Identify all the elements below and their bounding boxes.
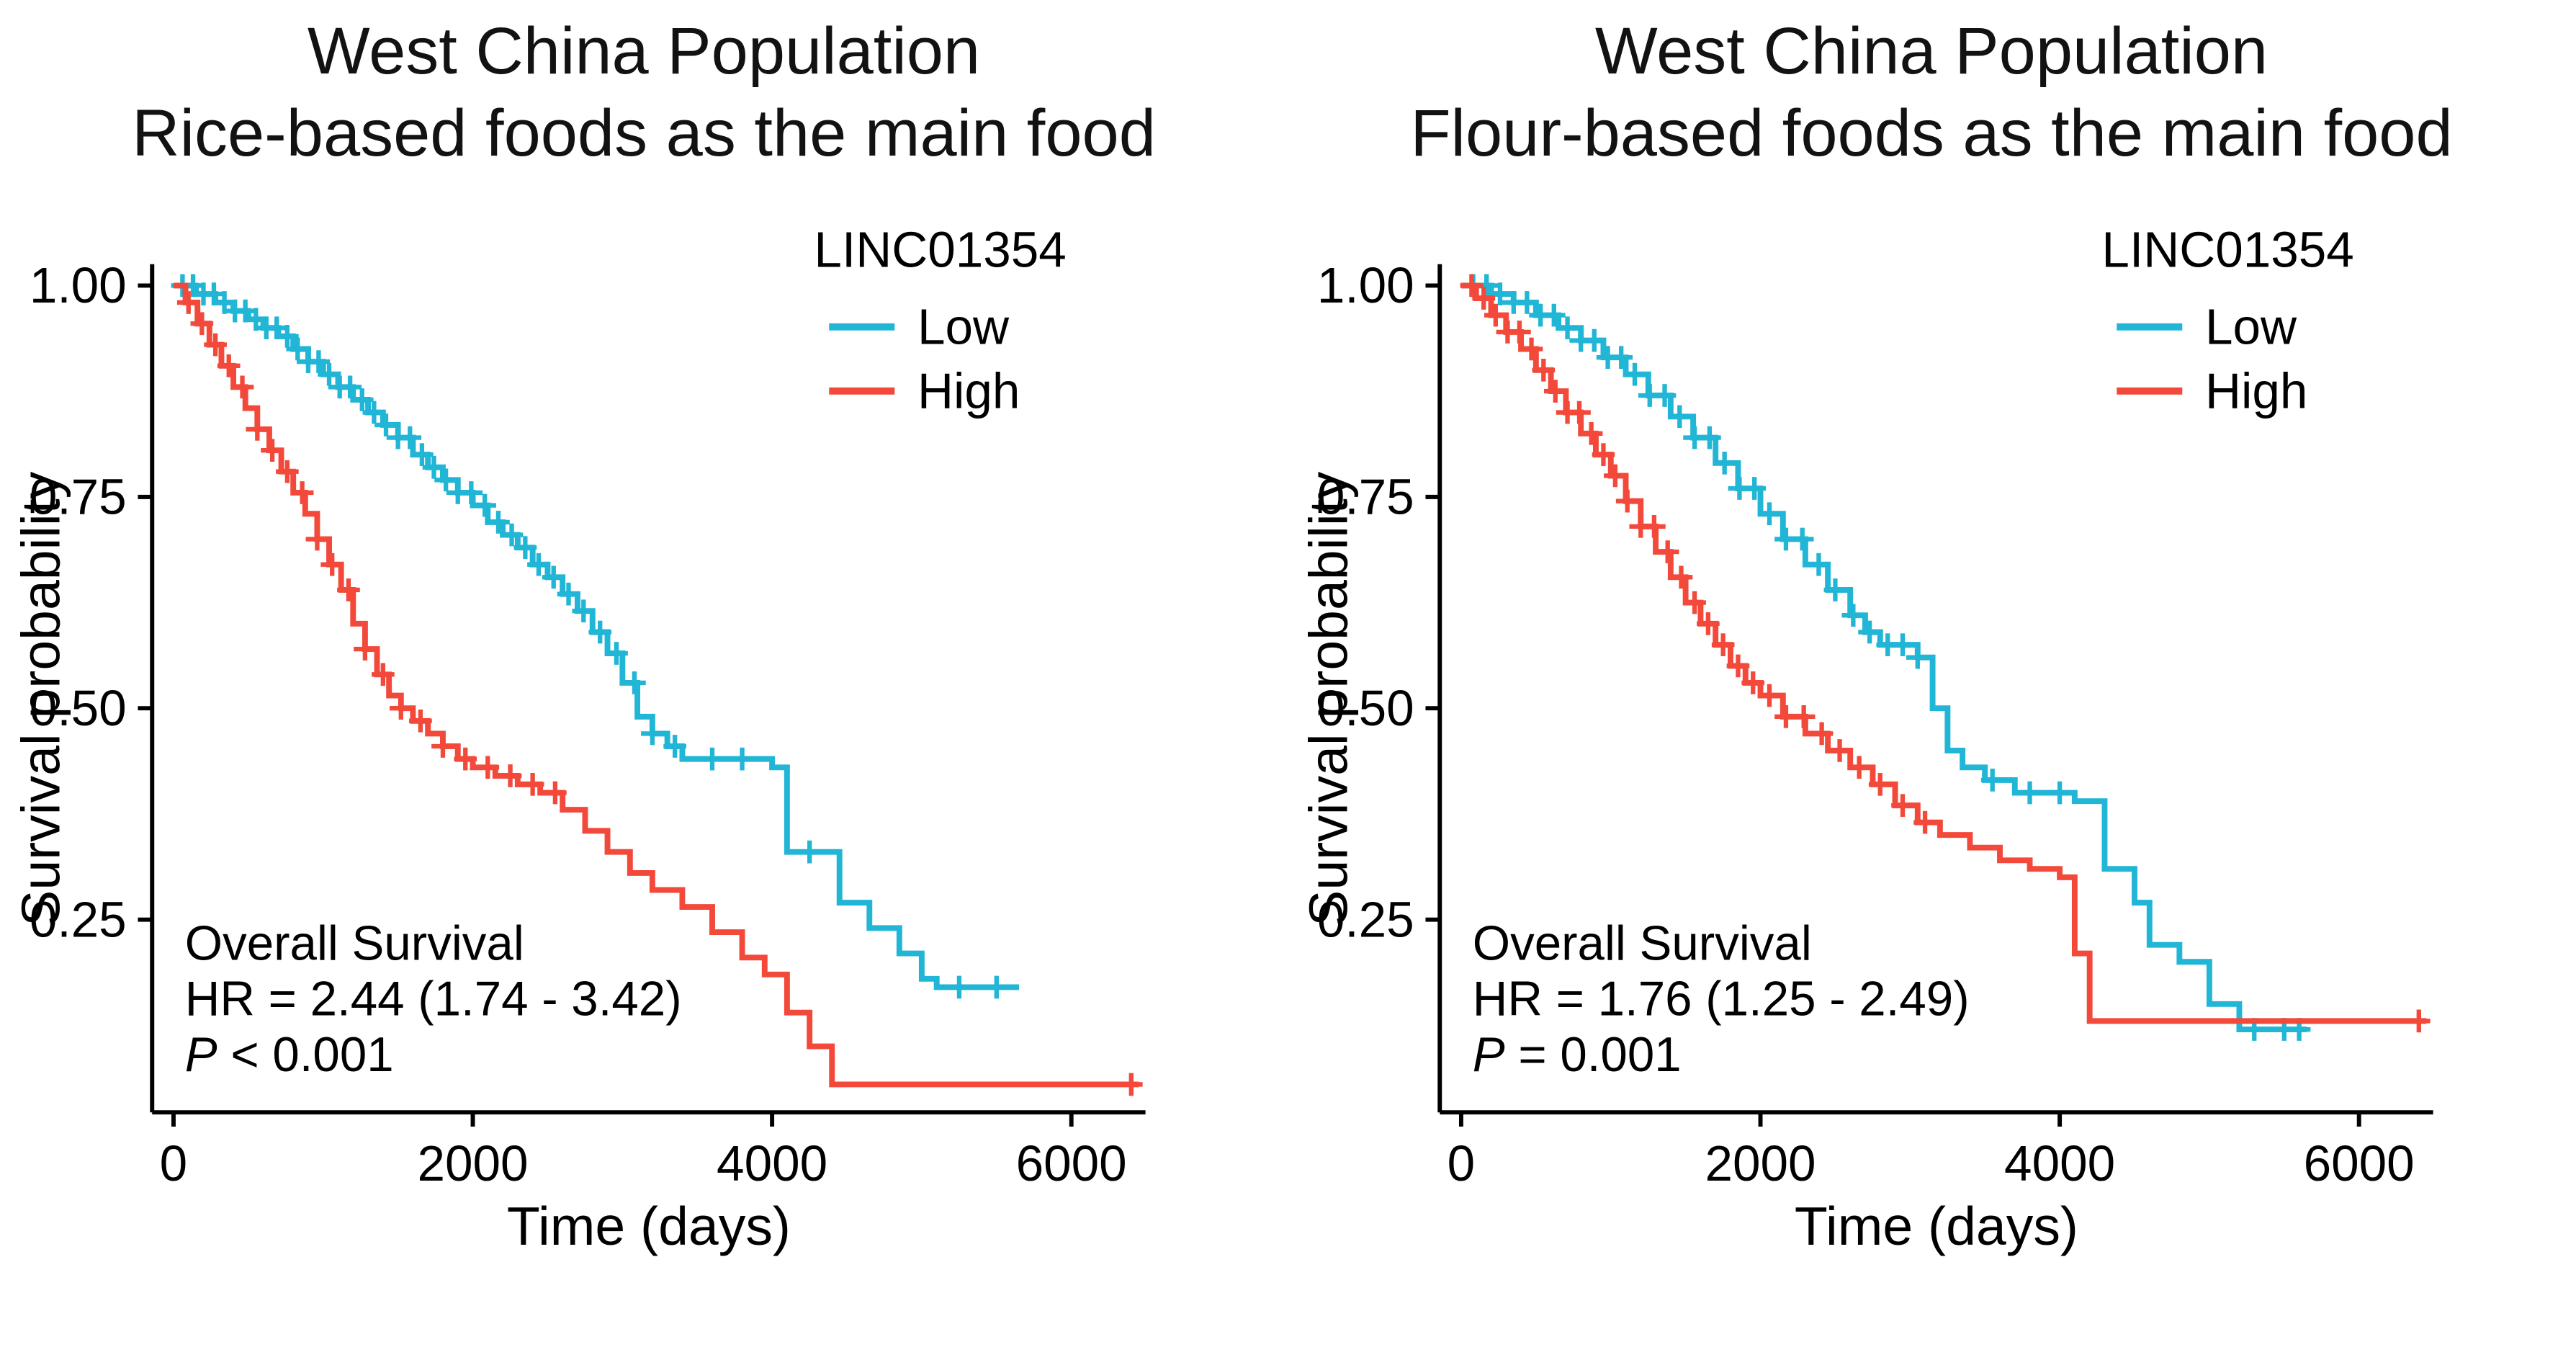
y-tick-label: 1.00 xyxy=(30,257,127,313)
x-tick-label: 6000 xyxy=(1016,1135,1127,1191)
x-tick-label: 6000 xyxy=(2304,1135,2415,1191)
survival-curve-high xyxy=(173,282,1139,1088)
panel-rice: West China Population Rice-based foods a… xyxy=(17,10,1156,1256)
panel-title-rice: West China Population Rice-based foods a… xyxy=(132,10,1156,174)
title-line-1: West China Population xyxy=(307,14,981,88)
y-tick-label: 0.50 xyxy=(30,680,127,736)
km-chart-flour: 1.00 0.75 0.50 0.25 0 2000 4000 6000 Time (days)… xyxy=(1304,222,2433,1256)
x-tick-label: 4000 xyxy=(717,1135,827,1191)
legend-title: LINC01354 xyxy=(814,222,1066,278)
x-tick-label: 0 xyxy=(160,1135,188,1191)
y-tick-label: 0.75 xyxy=(1317,469,1414,525)
x-tick-label: 2000 xyxy=(1705,1135,1816,1191)
legend-title: LINC01354 xyxy=(2101,222,2353,278)
y-tick-label: 1.00 xyxy=(1317,257,1414,313)
annotation-line-2: HR = 1.76 (1.25 - 2.49) xyxy=(1473,972,1970,1026)
y-tick-label: 0.50 xyxy=(1317,680,1414,736)
legend-label-high: High xyxy=(917,363,1020,419)
panel-title-flour: West China Population Flour-based foods … xyxy=(1410,10,2452,174)
annotation-line-1: Overall Survival xyxy=(1473,917,1812,971)
censor-marks-low xyxy=(171,274,1008,999)
legend-label-high: High xyxy=(2205,363,2307,419)
annotation-p-value: P < 0.001 xyxy=(185,1028,394,1082)
x-axis-title: Time (days) xyxy=(507,1196,791,1256)
y-tick-label: 0.25 xyxy=(30,892,127,948)
y-tick-label: 0.25 xyxy=(1317,892,1414,948)
y-tick-label: 0.75 xyxy=(30,469,127,525)
title-line-2: Flour-based foods as the main food xyxy=(1410,97,2453,171)
x-tick-label: 0 xyxy=(1448,1135,1476,1191)
legend-label-low: Low xyxy=(917,299,1010,355)
panel-flour: West China Population Flour-based foods … xyxy=(1288,0,2575,1360)
title-line-1: West China Population xyxy=(1594,14,2268,88)
x-tick-label: 4000 xyxy=(2004,1135,2115,1191)
censor-marks-low xyxy=(1461,274,2311,1042)
x-axis-title: Time (days) xyxy=(1795,1196,2078,1256)
y-axis-title: Survival probability xyxy=(1304,472,1359,926)
y-axis-title: Survival probability xyxy=(17,472,71,926)
annotation-p-value: P = 0.001 xyxy=(1473,1028,1682,1082)
annotation-line-1: Overall Survival xyxy=(185,917,524,971)
km-chart-rice: 1.00 0.75 0.50 0.25 0 2000 4000 6000 Time (days)… xyxy=(17,222,1146,1256)
censor-marks-high xyxy=(1460,274,2431,1033)
x-tick-label: 2000 xyxy=(417,1135,528,1191)
censor-marks-high xyxy=(176,291,1143,1096)
annotation-line-2: HR = 2.44 (1.74 - 3.42) xyxy=(185,972,682,1026)
legend-label-low: Low xyxy=(2205,299,2297,355)
title-line-2: Rice-based foods as the main food xyxy=(132,97,1156,171)
